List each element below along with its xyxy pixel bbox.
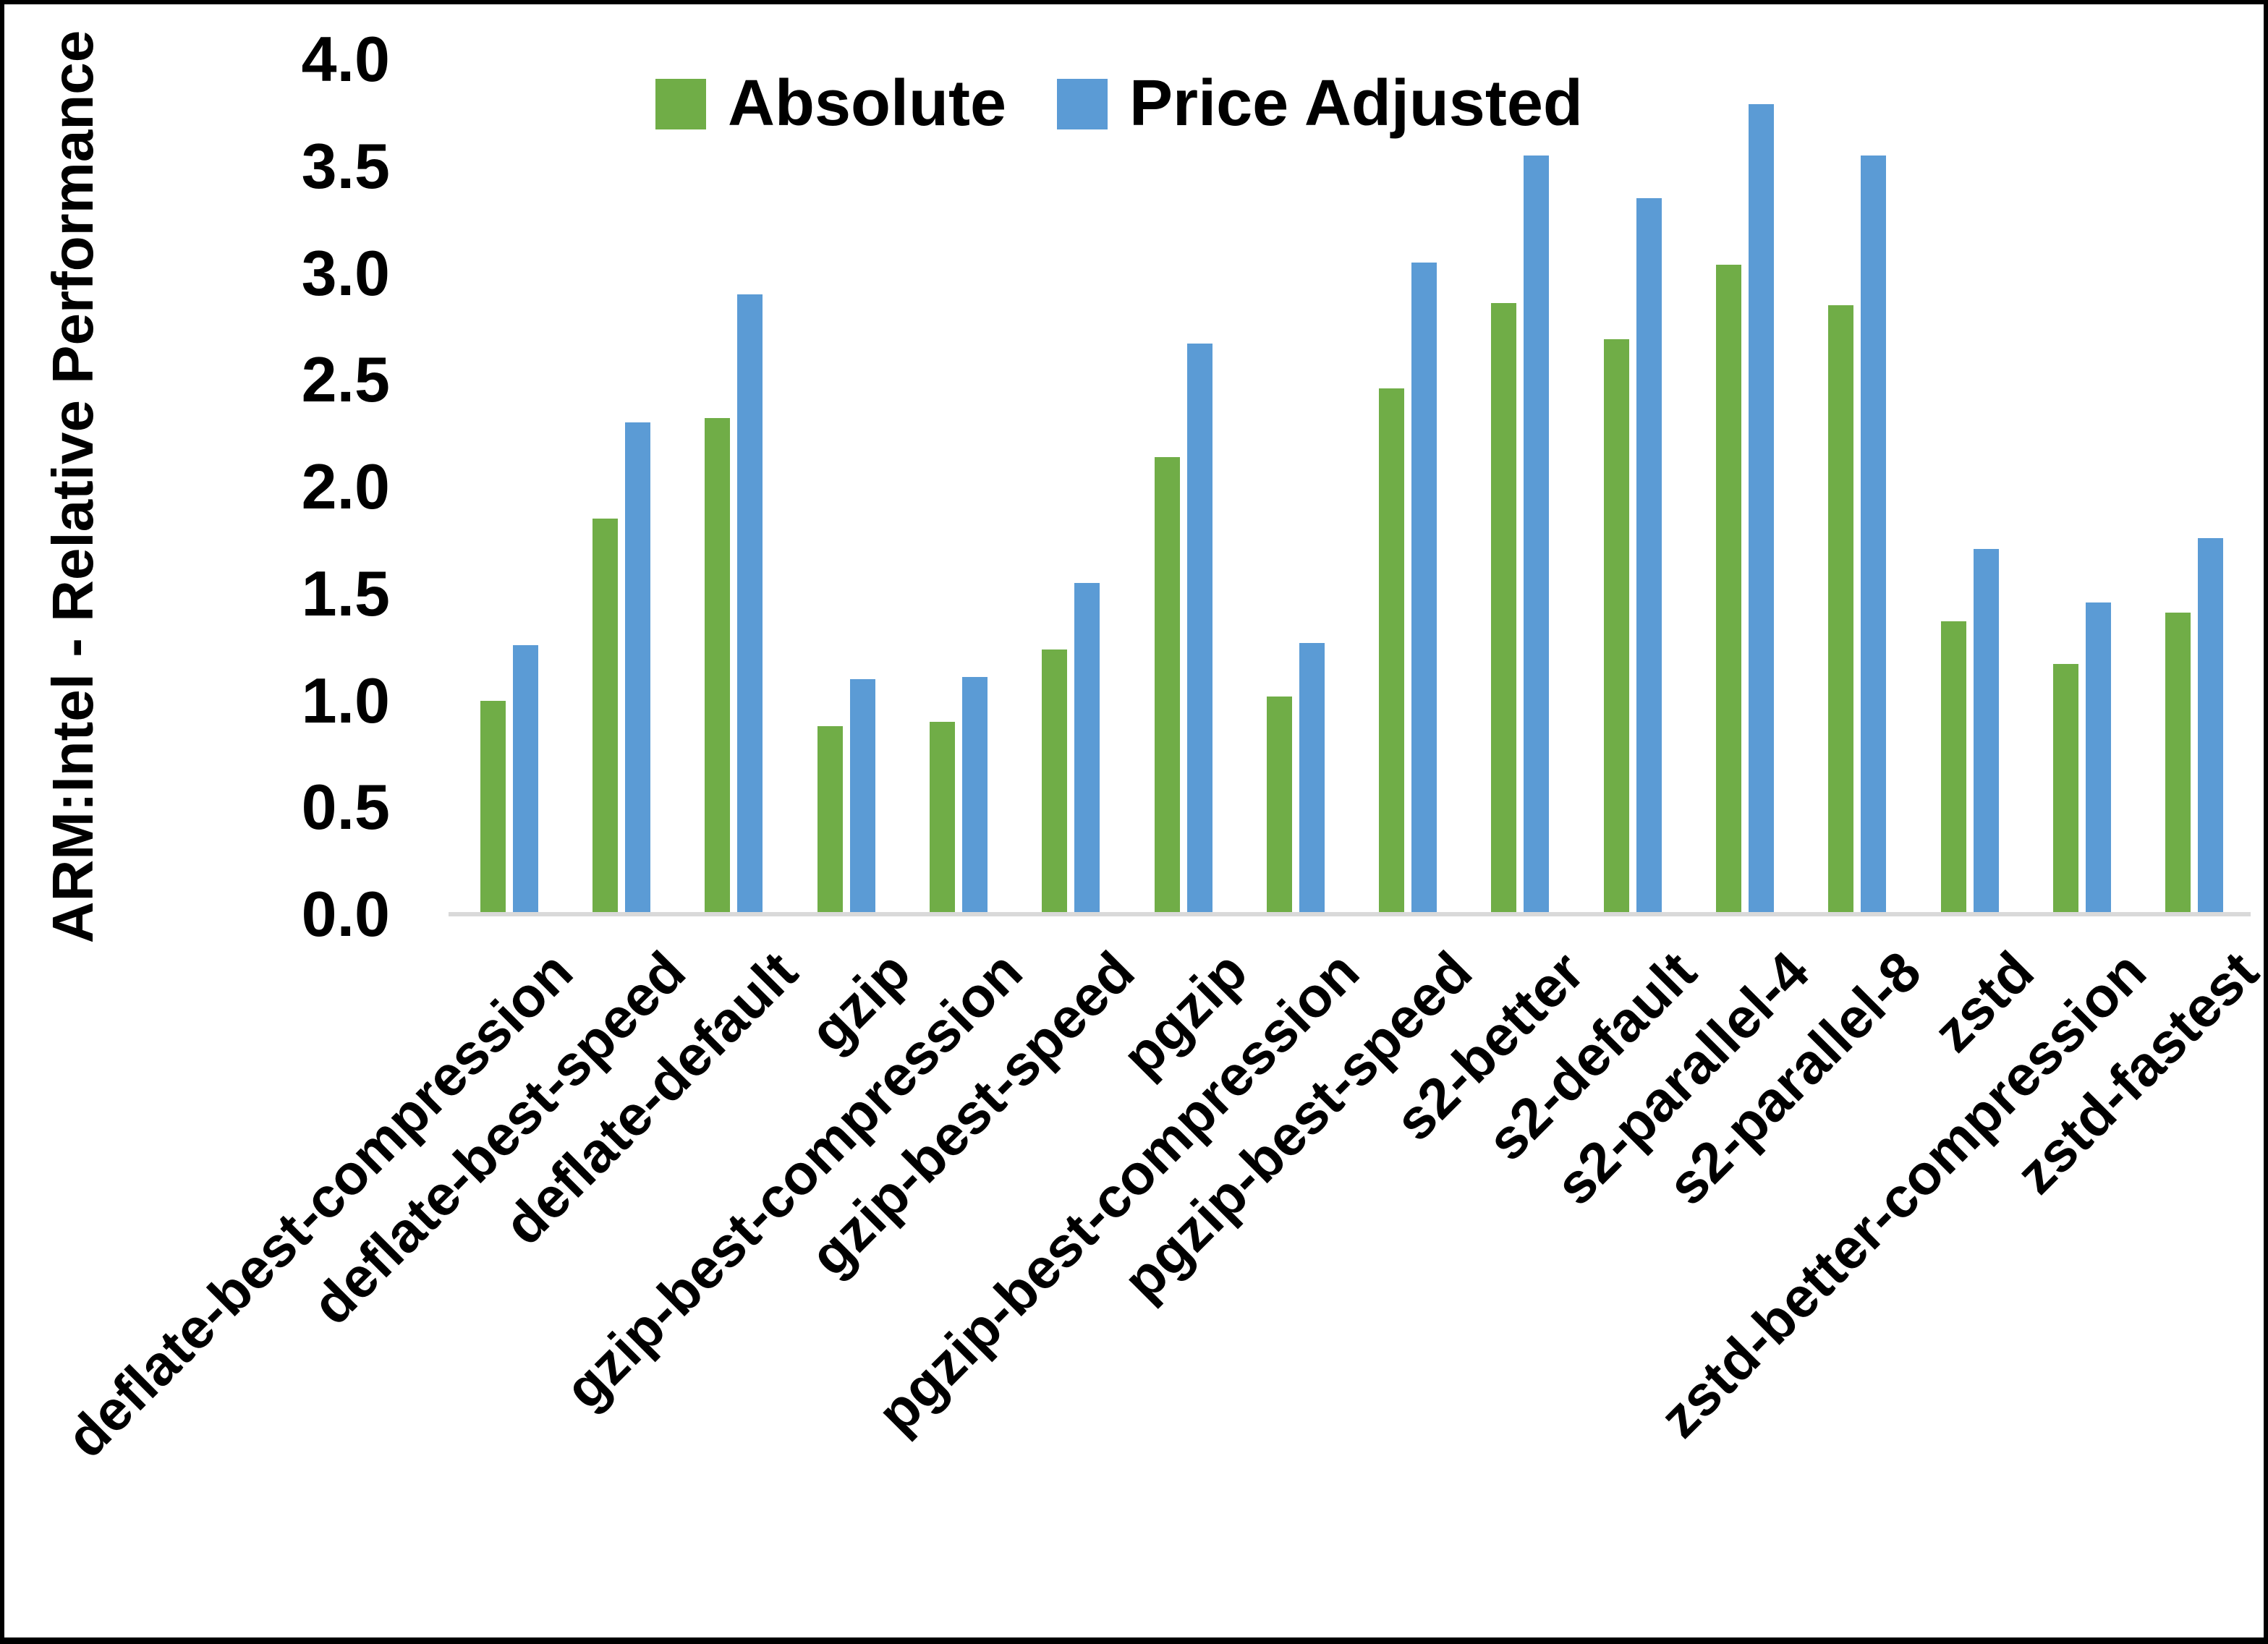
bar-gzip-best-speed-absolute [1042,649,1068,914]
bar-s2-parallel-4-absolute [1716,264,1742,914]
legend-label-price-adjusted: Price Adjusted [1129,67,1583,140]
bar-group-deflate-default [678,59,790,914]
bar-zstd-absolute [1940,621,1966,914]
y-tick-label-3.5: 3.5 [301,129,390,202]
bar-pgzip-best-compression-absolute [1266,696,1292,914]
bar-group-s2-parallel-8 [1801,59,1914,914]
y-axis-title: ARM:Intel - Relative Performance [41,30,105,944]
bar-group-pgzip-best-speed [1352,59,1464,914]
bar-zstd-price-adjusted [1973,548,1999,914]
bar-s2-parallel-8-absolute [1828,304,1854,914]
legend: Absolute Price Adjusted [655,67,1583,141]
bar-group-s2-default [1576,59,1689,914]
bar-group-deflate-best-speed [565,59,677,914]
bar-group-pgzip-best-compression [1239,59,1351,914]
bar-group-zstd [1914,59,2026,914]
bar-group-zstd-fastest [2139,59,2251,914]
bar-deflate-best-speed-price-adjusted [624,422,650,914]
bar-s2-default-price-adjusted [1636,198,1662,914]
bar-deflate-best-compression-absolute [480,700,506,914]
bar-group-pgzip [1127,59,1239,914]
legend-item-price-adjusted: Price Adjusted [1057,67,1583,141]
bar-group-s2-parallel-4 [1689,59,1801,914]
legend-swatch-absolute [655,78,706,129]
bar-s2-default-absolute [1603,339,1629,914]
bar-deflate-default-absolute [705,418,731,914]
bar-group-gzip-best-speed [1015,59,1127,914]
bar-zstd-fastest-absolute [2165,613,2191,914]
bar-gzip-best-compression-price-adjusted [961,677,988,914]
bar-s2-better-absolute [1491,302,1517,914]
bar-gzip-best-speed-price-adjusted [1074,582,1100,914]
bar-pgzip-best-speed-absolute [1379,388,1405,914]
bar-deflate-best-compression-price-adjusted [512,644,538,914]
bar-pgzip-price-adjusted [1186,344,1212,914]
bar-group-gzip-best-compression [902,59,1014,914]
bar-group-zstd-better-compression [2026,59,2138,914]
bar-group-deflate-best-compression [453,59,565,914]
bar-s2-parallel-8-price-adjusted [1861,155,1887,914]
y-tick-label-1.0: 1.0 [301,664,390,736]
bar-gzip-best-compression-absolute [929,722,955,914]
legend-label-absolute: Absolute [728,67,1007,140]
y-tick-label-0.0: 0.0 [301,878,390,950]
bar-s2-parallel-4-price-adjusted [1749,104,1775,914]
y-tick-label-4.0: 4.0 [301,23,390,95]
y-tick-label-2.0: 2.0 [301,451,390,522]
y-tick-label-0.5: 0.5 [301,771,390,843]
bar-gzip-absolute [817,725,843,914]
bar-deflate-best-speed-absolute [592,519,618,914]
bar-gzip-price-adjusted [849,678,875,914]
y-tick-label-2.5: 2.5 [301,344,390,416]
y-tick-label-1.5: 1.5 [301,557,390,629]
bar-s2-better-price-adjusted [1524,155,1550,914]
bar-deflate-default-price-adjusted [737,294,763,914]
bar-pgzip-best-compression-price-adjusted [1299,642,1325,914]
bar-zstd-fastest-price-adjusted [2198,537,2224,914]
bar-pgzip-absolute [1154,456,1180,914]
x-axis-line [449,912,2251,916]
bar-group-gzip [790,59,902,914]
plot-area [449,59,2251,916]
legend-swatch-price-adjusted [1057,78,1108,129]
bar-zstd-better-compression-price-adjusted [2086,602,2112,914]
bar-pgzip-best-speed-price-adjusted [1411,262,1437,914]
bar-group-s2-better [1464,59,1576,914]
y-tick-label-3.0: 3.0 [301,237,390,309]
legend-item-absolute: Absolute [655,67,1006,141]
bar-zstd-better-compression-absolute [2053,664,2079,914]
